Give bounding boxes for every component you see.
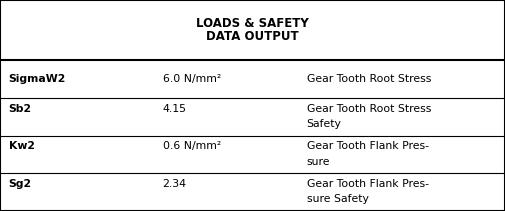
Text: LOADS & SAFETY: LOADS & SAFETY bbox=[196, 17, 309, 30]
Text: SigmaW2: SigmaW2 bbox=[9, 74, 66, 84]
Text: Gear Tooth Root Stress: Gear Tooth Root Stress bbox=[307, 104, 431, 114]
Text: Kw2: Kw2 bbox=[9, 141, 34, 151]
Text: sure: sure bbox=[307, 157, 330, 167]
Text: 0.6 N/mm²: 0.6 N/mm² bbox=[163, 141, 221, 151]
Text: Safety: Safety bbox=[307, 119, 341, 129]
Text: Gear Tooth Flank Pres-: Gear Tooth Flank Pres- bbox=[307, 179, 429, 189]
Text: Sb2: Sb2 bbox=[9, 104, 32, 114]
Text: 4.15: 4.15 bbox=[163, 104, 187, 114]
Text: Gear Tooth Root Stress: Gear Tooth Root Stress bbox=[307, 74, 431, 84]
Text: DATA OUTPUT: DATA OUTPUT bbox=[206, 30, 299, 43]
Text: sure Safety: sure Safety bbox=[307, 194, 369, 204]
Text: 6.0 N/mm²: 6.0 N/mm² bbox=[163, 74, 221, 84]
Text: Gear Tooth Flank Pres-: Gear Tooth Flank Pres- bbox=[307, 141, 429, 151]
Text: 2.34: 2.34 bbox=[163, 179, 187, 189]
Text: Sg2: Sg2 bbox=[9, 179, 32, 189]
